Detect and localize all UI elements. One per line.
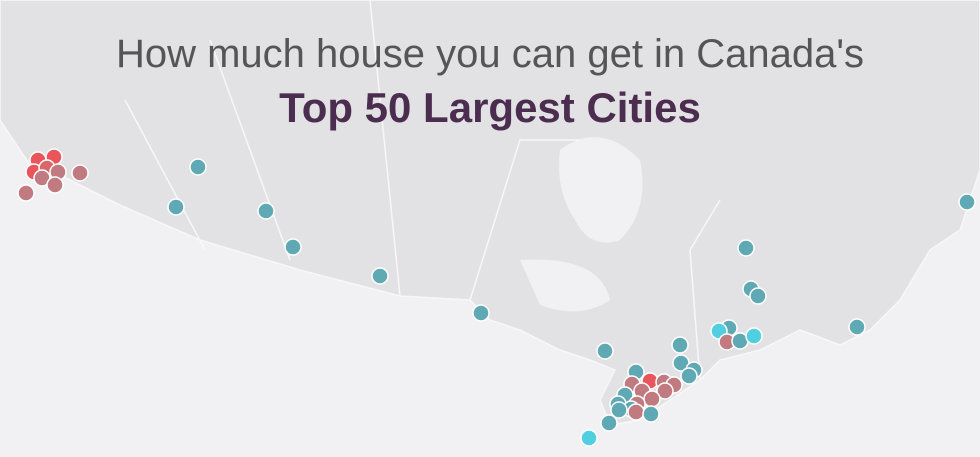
hudson-bay xyxy=(559,137,643,243)
city-dot xyxy=(17,184,35,202)
city-dot xyxy=(656,382,674,400)
city-dot xyxy=(627,403,645,421)
city-dot xyxy=(745,327,763,345)
city-dot xyxy=(371,267,389,285)
city-dot xyxy=(737,239,755,257)
city-dot xyxy=(680,367,698,385)
city-dot xyxy=(600,414,618,432)
city-dot xyxy=(958,193,976,211)
city-dot xyxy=(643,390,661,408)
lake xyxy=(520,259,610,312)
city-dot xyxy=(596,342,614,360)
city-dot xyxy=(284,238,302,256)
city-dot xyxy=(580,429,598,447)
city-dot xyxy=(671,336,689,354)
city-dot xyxy=(749,287,767,305)
city-dot xyxy=(257,202,275,220)
borders xyxy=(124,0,721,381)
city-dot xyxy=(71,164,89,182)
city-dot xyxy=(610,401,628,419)
city-markers xyxy=(17,148,976,447)
city-dot xyxy=(848,318,866,336)
title-line: How much house you can get in Canada's xyxy=(115,32,865,76)
city-dot xyxy=(642,405,660,423)
city-dot xyxy=(472,304,490,322)
city-dot xyxy=(189,158,207,176)
title-emphasis: Top 50 Largest Cities xyxy=(279,84,701,131)
city-dot xyxy=(46,176,64,194)
city-dot xyxy=(167,198,185,216)
